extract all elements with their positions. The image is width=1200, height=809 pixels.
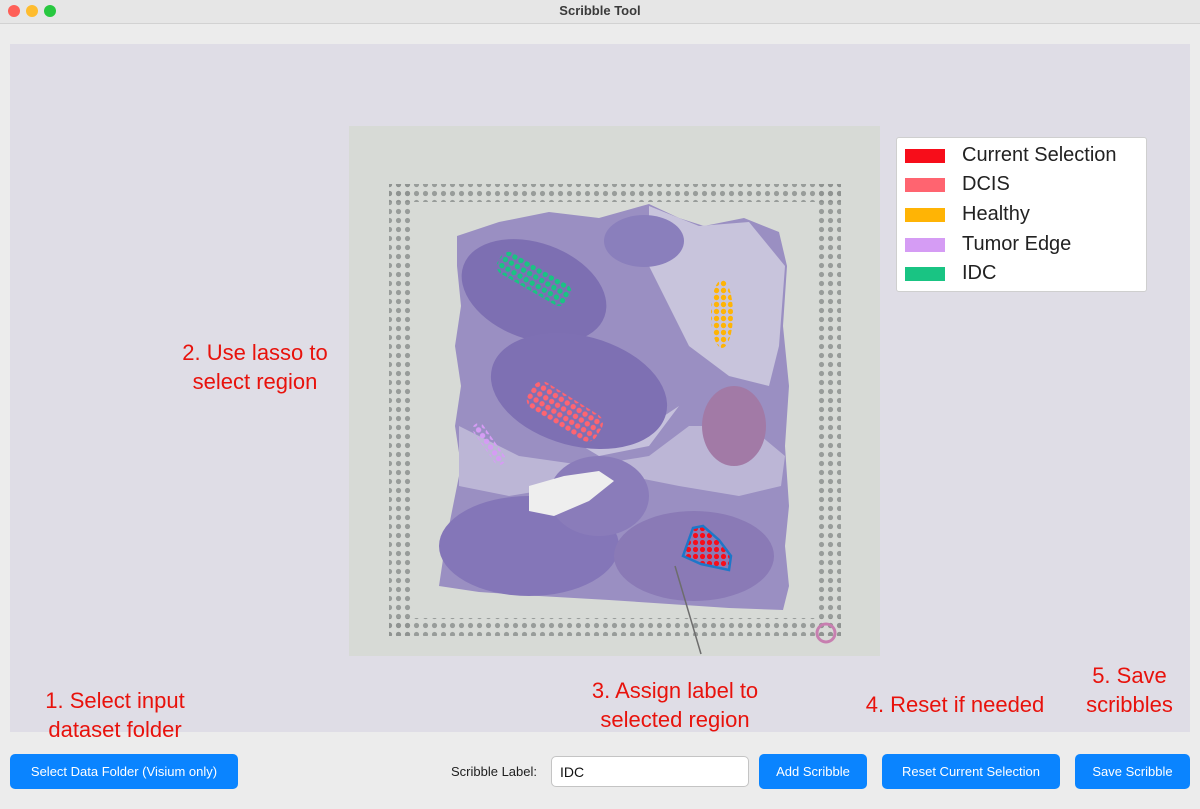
legend-item-healthy: Healthy: [905, 201, 1145, 225]
annotation-step-3: 3. Assign label to selected region: [575, 676, 775, 734]
legend-label: Tumor Edge: [962, 233, 1072, 255]
reset-selection-button[interactable]: Reset Current Selection: [882, 754, 1060, 789]
annotation-line: 4. Reset if needed: [865, 692, 1045, 717]
legend-item-dcis: DCIS: [905, 171, 1145, 195]
annotation-line: 2. Use lasso to: [182, 340, 328, 365]
annotation-line: dataset folder: [48, 717, 182, 742]
annotation-line: 1. Select input: [45, 688, 185, 713]
annotation-line: selected region: [600, 707, 750, 732]
annotation-step-5: 5. Save scribbles: [1072, 661, 1187, 719]
legend-item-idc: IDC: [905, 260, 1145, 284]
annotation-line: 5. Save: [1092, 663, 1167, 688]
legend-item-current-selection: Current Selection: [905, 142, 1145, 166]
legend-swatch: [905, 149, 945, 163]
annotation-line: scribbles: [1086, 692, 1173, 717]
minimize-window-button[interactable]: [26, 5, 38, 17]
legend: Current Selection DCIS Healthy Tumor Edg…: [896, 137, 1147, 292]
close-window-button[interactable]: [8, 5, 20, 17]
annotation-line: 3. Assign label to: [591, 678, 759, 703]
annotation-step-1: 1. Select input dataset folder: [25, 686, 205, 744]
add-scribble-button[interactable]: Add Scribble: [759, 754, 867, 789]
legend-label: Current Selection: [962, 144, 1117, 166]
legend-swatch: [905, 267, 945, 281]
legend-swatch: [905, 208, 945, 222]
window-title: Scribble Tool: [559, 3, 641, 18]
legend-swatch: [905, 178, 945, 192]
select-data-folder-button[interactable]: Select Data Folder (Visium only): [10, 754, 238, 789]
annotation-step-4: 4. Reset if needed: [850, 690, 1060, 719]
title-bar: Scribble Tool: [0, 0, 1200, 24]
save-scribble-button[interactable]: Save Scribble: [1075, 754, 1190, 789]
legend-item-tumor-edge: Tumor Edge: [905, 231, 1145, 255]
legend-label: IDC: [962, 262, 997, 284]
maximize-window-button[interactable]: [44, 5, 56, 17]
tissue-image[interactable]: [349, 126, 880, 656]
scribble-label-caption: Scribble Label:: [451, 764, 537, 779]
legend-label: DCIS: [962, 173, 1010, 195]
scribble-label-input[interactable]: [551, 756, 749, 787]
annotation-step-2: 2. Use lasso to select region: [170, 338, 340, 396]
legend-swatch: [905, 238, 945, 252]
annotation-line: select region: [192, 369, 318, 394]
legend-label: Healthy: [962, 203, 1030, 225]
